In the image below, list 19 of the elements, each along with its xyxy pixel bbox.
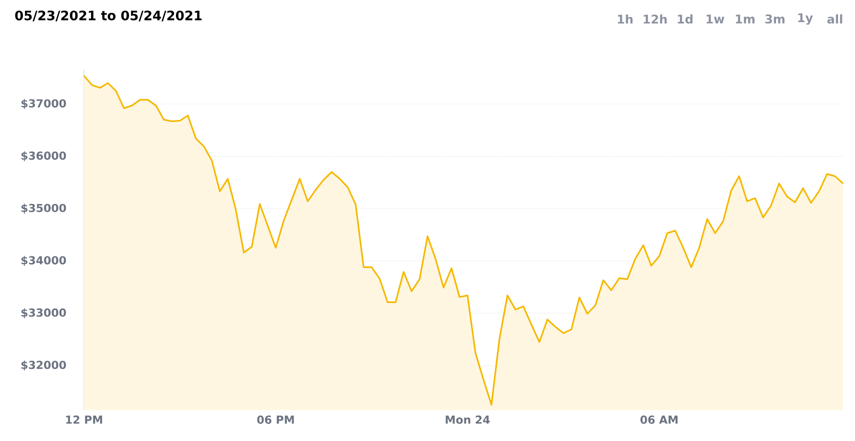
x-tick-label: 06 PM [257, 416, 294, 424]
chart-title: 05/23/2021 to 05/24/2021 [15, 10, 202, 22]
y-tick-label: $33000 [21, 308, 66, 318]
x-tick-label: 06 AM [640, 416, 678, 424]
x-tick-label: Mon 24 [446, 416, 490, 424]
y-tick-label: $35000 [21, 204, 66, 214]
text: 1h [618, 14, 633, 24]
y-tick-label: $32000 [21, 360, 66, 371]
y-tick-label: $34000 [21, 256, 66, 266]
text: 3m [765, 14, 784, 24]
text: 1m [736, 14, 754, 24]
y-tick-label: $36000 [21, 151, 66, 162]
text: 1w [706, 14, 724, 24]
x-tick-label: 12 PM [66, 416, 102, 424]
text: 12h [644, 14, 667, 24]
text: all [827, 14, 842, 24]
text: 1d [678, 14, 692, 24]
y-tick-label: $37000 [21, 99, 66, 109]
text: 1y [798, 13, 813, 25]
